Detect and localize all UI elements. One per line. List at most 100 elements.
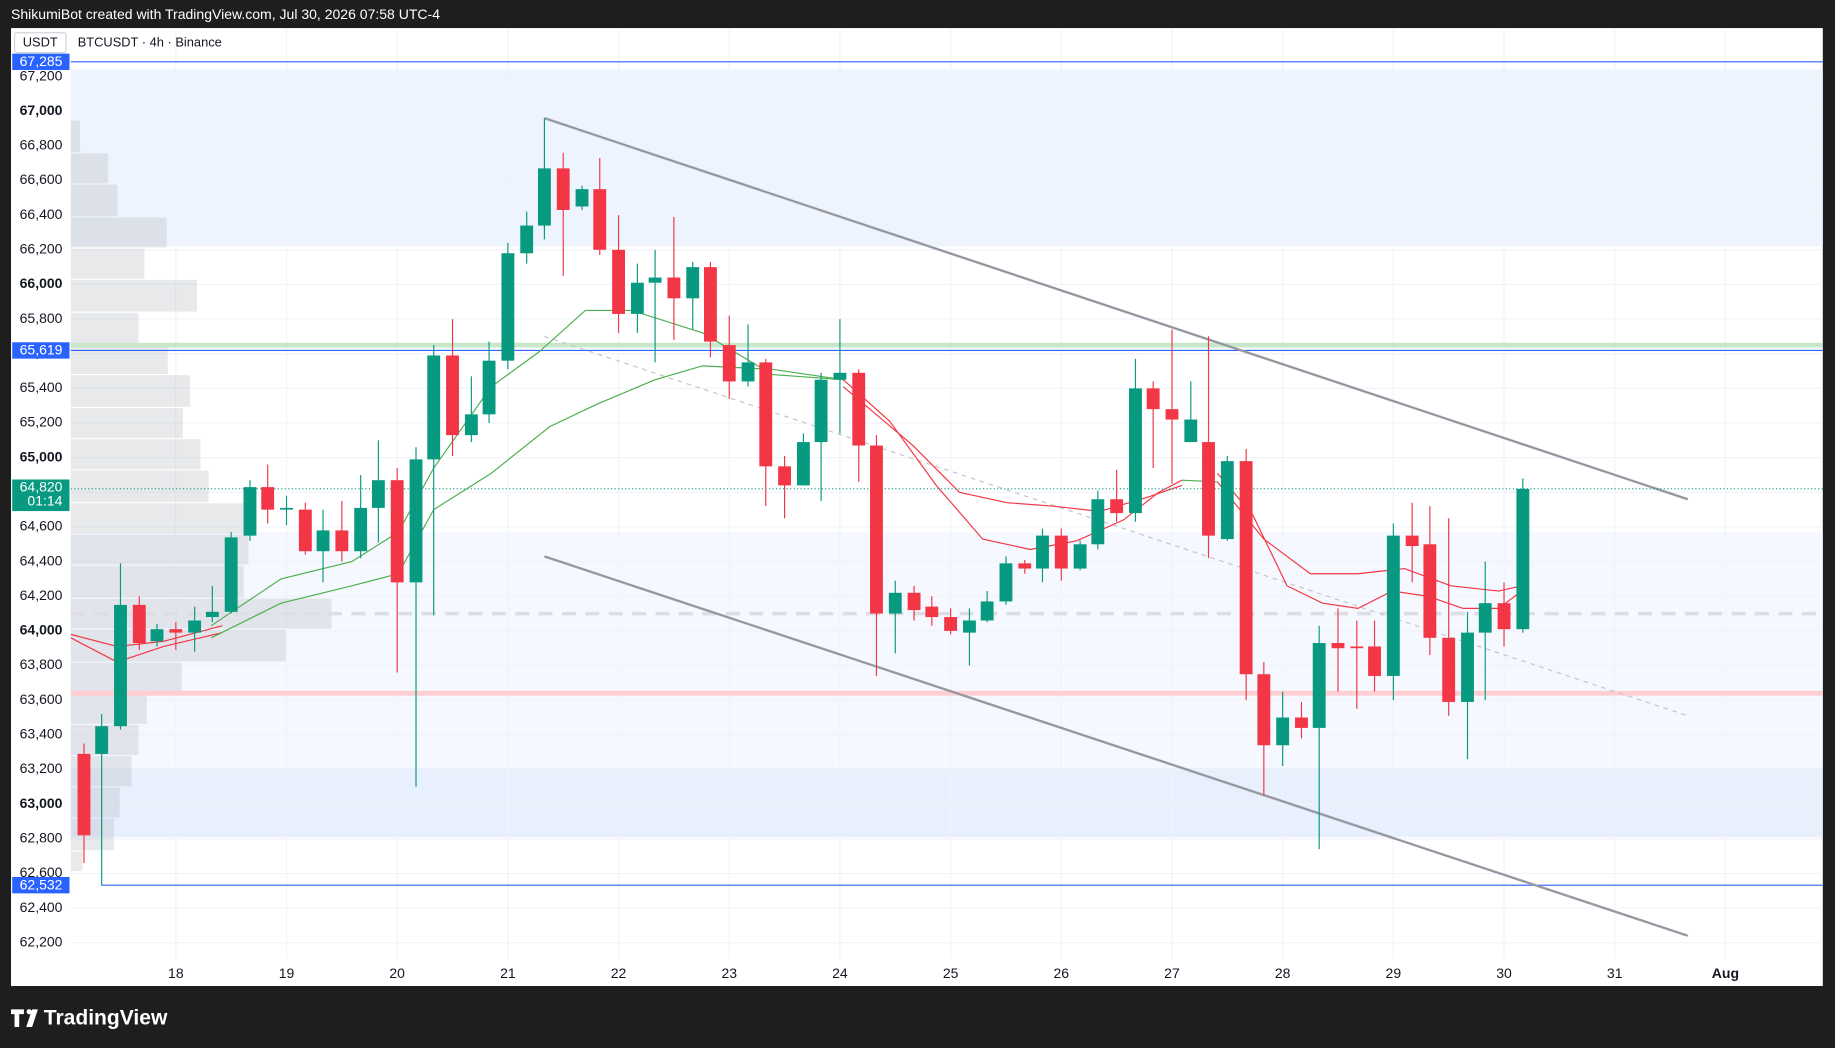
level-label-box bbox=[12, 53, 70, 71]
candle-body bbox=[1368, 646, 1381, 676]
candle-body bbox=[482, 360, 496, 415]
candle-body bbox=[1054, 535, 1068, 569]
y-tick-label: 62,600 bbox=[20, 864, 63, 880]
candle-body bbox=[1220, 461, 1234, 540]
y-tick-label: 66,600 bbox=[20, 171, 63, 187]
y-tick-label: 67,200 bbox=[20, 67, 63, 83]
candle-body bbox=[1036, 535, 1049, 569]
volume-profile-bar bbox=[70, 470, 209, 503]
candle-body bbox=[925, 606, 939, 618]
volume-profile-bar bbox=[70, 343, 168, 374]
volume-profile-bar bbox=[70, 217, 167, 248]
x-tick-label: 24 bbox=[832, 965, 848, 981]
moving-average bbox=[70, 625, 223, 648]
y-tick-label: 66,000 bbox=[20, 275, 63, 291]
x-tick-label: 28 bbox=[1275, 965, 1291, 981]
candle-body bbox=[243, 487, 257, 536]
y-tick-label: 65,200 bbox=[20, 414, 63, 430]
plot-area bbox=[70, 28, 1823, 960]
candle-body bbox=[95, 726, 109, 754]
candle-body bbox=[427, 355, 441, 460]
volume-profile-bar bbox=[70, 248, 145, 279]
candle-body bbox=[1202, 442, 1215, 536]
candle-body bbox=[335, 530, 349, 552]
candle-body bbox=[667, 277, 681, 299]
y-tick-label: 66,200 bbox=[20, 241, 63, 257]
candle-body bbox=[390, 480, 404, 583]
x-tick-label: 27 bbox=[1164, 965, 1180, 981]
candle-body bbox=[1312, 643, 1326, 728]
candle-body bbox=[1386, 535, 1400, 676]
x-tick-label: 20 bbox=[389, 965, 405, 981]
candle-body bbox=[1461, 632, 1474, 702]
candle-body bbox=[1516, 488, 1530, 630]
zone bbox=[70, 532, 1823, 768]
currency[interactable]: USDT bbox=[23, 35, 58, 50]
level-label: 67,285 bbox=[20, 53, 63, 69]
candle-body bbox=[1423, 544, 1437, 638]
candle-body bbox=[556, 168, 570, 210]
x-tick-label: 21 bbox=[500, 965, 516, 981]
y-tick-label: 63,800 bbox=[20, 656, 63, 672]
last-price-label: 64,820 bbox=[20, 478, 63, 494]
candle-body bbox=[575, 189, 589, 207]
y-tick-label: 63,200 bbox=[20, 760, 63, 776]
x-tick-label: 19 bbox=[279, 965, 295, 981]
candle-body bbox=[612, 249, 625, 314]
candle-body bbox=[77, 753, 91, 836]
watermark: ShikumiBot created with TradingView.com,… bbox=[11, 6, 440, 22]
x-tick-label: 25 bbox=[943, 965, 959, 981]
volume-profile-bar bbox=[70, 565, 244, 598]
candle-body bbox=[1110, 499, 1124, 514]
candle-body bbox=[261, 487, 275, 510]
candle-body bbox=[1184, 419, 1198, 443]
candle-body bbox=[648, 277, 662, 283]
candle-body bbox=[520, 225, 534, 254]
level-label: 65,619 bbox=[20, 342, 63, 358]
candle-body bbox=[1295, 717, 1308, 728]
moving-average bbox=[1216, 481, 1522, 592]
moving-average bbox=[210, 365, 844, 639]
y-tick-label: 63,600 bbox=[20, 691, 63, 707]
candle-body bbox=[280, 507, 293, 510]
currency-box[interactable] bbox=[13, 32, 67, 54]
x-tick-label: 30 bbox=[1496, 965, 1512, 981]
moving-average bbox=[842, 379, 1183, 551]
candle-body bbox=[537, 168, 551, 226]
candle-body bbox=[759, 362, 773, 467]
candle-body bbox=[814, 379, 828, 443]
candle-body bbox=[409, 459, 423, 583]
candle-body bbox=[150, 629, 164, 642]
brand-logo bbox=[11, 1009, 38, 1027]
y-tick-label: 62,200 bbox=[20, 933, 63, 949]
y-tick-label: 66,800 bbox=[20, 137, 63, 153]
y-tick-label: 67,000 bbox=[20, 102, 63, 118]
y-tick-label: 63,000 bbox=[20, 795, 63, 811]
candle-body bbox=[354, 507, 368, 552]
trend-line bbox=[544, 117, 1689, 501]
volume-profile-bar bbox=[70, 120, 81, 153]
y-tick-label: 64,400 bbox=[20, 552, 63, 568]
candle-body bbox=[852, 372, 866, 446]
candle-body bbox=[1073, 544, 1087, 569]
candle-body bbox=[464, 414, 478, 436]
candle-body bbox=[944, 617, 958, 631]
zone bbox=[70, 69, 1823, 247]
moving-average bbox=[70, 632, 223, 663]
x-tick-label: 29 bbox=[1386, 965, 1402, 981]
volume-profile-bar bbox=[70, 818, 114, 851]
candle-body bbox=[298, 509, 312, 552]
candle-body bbox=[1478, 603, 1492, 633]
volume-profile-bar bbox=[70, 153, 109, 184]
candle-body bbox=[593, 189, 607, 250]
y-tick-label: 65,400 bbox=[20, 379, 63, 395]
y-tick-label: 65,000 bbox=[20, 448, 63, 464]
y-tick-label: 64,600 bbox=[20, 518, 63, 534]
candle-body bbox=[1350, 646, 1364, 649]
volume-profile-bar bbox=[70, 534, 249, 565]
candle-body bbox=[1129, 388, 1142, 514]
trend-line bbox=[544, 335, 1688, 717]
candle-body bbox=[132, 604, 146, 644]
candle-body bbox=[630, 282, 644, 314]
x-tick-label: Aug bbox=[1712, 965, 1739, 981]
